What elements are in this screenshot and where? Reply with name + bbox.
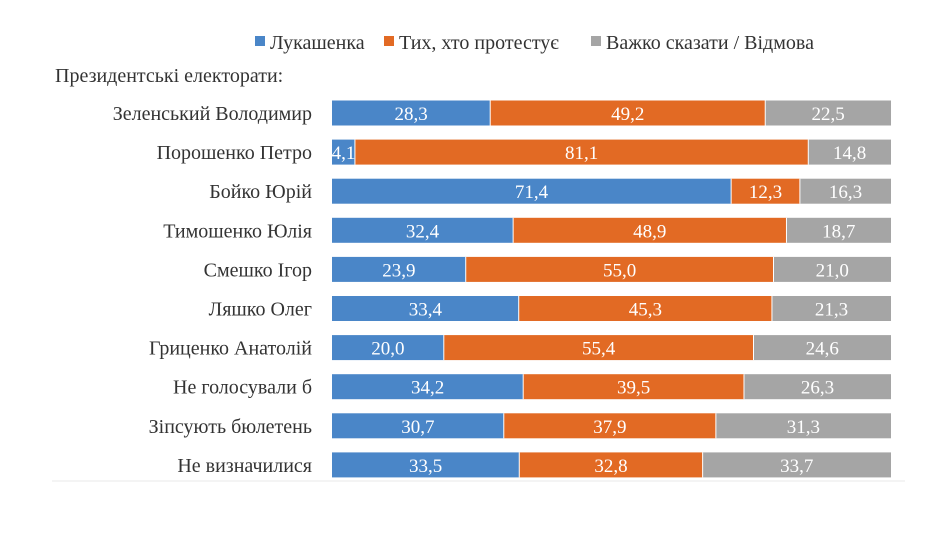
category-label: Зеленський Володимир — [113, 103, 312, 125]
data-label-undecided: 26,3 — [801, 378, 834, 399]
data-label-undecided: 14,8 — [833, 143, 866, 164]
data-label-lukashenko: 34,2 — [411, 378, 444, 399]
bar-segment-lukashenko — [332, 178, 732, 204]
data-label-undecided: 22,5 — [811, 104, 844, 125]
bar-segment-lukashenko — [332, 139, 355, 165]
category-label: Гриценко Анатолій — [149, 338, 312, 360]
data-label-undecided: 21,0 — [816, 260, 849, 281]
data-label-undecided: 16,3 — [829, 182, 862, 203]
category-label: Не визначилися — [177, 455, 312, 477]
data-label-protesters: 55,0 — [603, 260, 636, 281]
bar-segment-undecided — [773, 256, 891, 282]
data-label-protesters: 45,3 — [629, 300, 662, 321]
bar-segment-protesters — [465, 256, 774, 282]
bar-segment-undecided — [799, 178, 891, 204]
data-label-protesters: 39,5 — [617, 378, 650, 399]
bar-segment-undecided — [786, 217, 891, 243]
data-label-protesters: 48,9 — [633, 221, 666, 242]
bar-segment-protesters — [443, 335, 754, 361]
category-label: Тимошенко Юлія — [163, 220, 312, 242]
legend-swatch-2 — [384, 36, 394, 46]
bar-segment-undecided — [743, 374, 891, 400]
data-label-undecided: 21,3 — [815, 300, 848, 321]
bar-segment-protesters — [523, 374, 744, 400]
bar-segment-lukashenko — [332, 374, 524, 400]
data-label-undecided: 33,7 — [780, 456, 813, 477]
data-label-protesters: 37,9 — [593, 417, 626, 438]
data-label-lukashenko: 28,3 — [394, 104, 427, 125]
bar-segment-lukashenko — [332, 335, 444, 361]
data-label-lukashenko: 23,9 — [382, 260, 415, 281]
category-labels: Зеленський Володимир Порошенко Петро Бойко… — [113, 103, 313, 477]
bar-segments — [332, 100, 892, 478]
data-label-undecided: 24,6 — [806, 339, 839, 360]
data-label-lukashenko: 30,7 — [401, 417, 434, 438]
data-label-protesters: 55,4 — [582, 339, 616, 360]
bar-segment-undecided — [753, 335, 891, 361]
legend-label-1: Лукашенка — [270, 32, 365, 54]
chart-legend: Лукашенка Тих, хто протестує Важко сказати… — [255, 32, 814, 54]
bar-segment-protesters — [731, 178, 800, 204]
data-label-undecided: 18,7 — [822, 221, 855, 242]
bar-segment-undecided — [715, 413, 891, 439]
bar-segment-undecided — [702, 452, 891, 478]
bar-segment-lukashenko — [332, 296, 519, 321]
data-label-lukashenko: 4,1 — [332, 143, 356, 164]
category-label: Бойко Юрій — [209, 181, 312, 203]
bar-segment-protesters — [513, 217, 787, 243]
bar-segment-protesters — [519, 452, 703, 478]
bar-segment-lukashenko — [332, 413, 504, 439]
category-label: Не голосували б — [173, 377, 312, 399]
bar-segment-protesters — [490, 100, 766, 126]
category-label: Порошенко Петро — [157, 142, 312, 164]
data-label-lukashenko: 71,4 — [515, 182, 549, 203]
bar-segment-protesters — [354, 139, 809, 165]
bar-segment-lukashenko — [332, 217, 514, 243]
data-label-lukashenko: 20,0 — [371, 339, 404, 360]
category-label: Ляшко Олег — [209, 299, 312, 321]
bar-segment-lukashenko — [332, 452, 520, 478]
legend-swatch-3 — [591, 36, 601, 46]
data-label-protesters: 49,2 — [611, 104, 644, 125]
bar-segment-undecided — [771, 296, 891, 321]
legend-label-2: Тих, хто протестує — [399, 32, 559, 54]
data-label-protesters: 12,3 — [749, 182, 782, 203]
bar-segment-protesters — [518, 296, 772, 321]
bar-segment-lukashenko — [332, 256, 466, 282]
data-label-protesters: 32,8 — [594, 456, 627, 477]
category-label: Смешко Ігор — [204, 259, 312, 281]
data-label-lukashenko: 33,4 — [409, 300, 443, 321]
data-labels: 28,3 49,2 22,5 4,1 81,1 14,8 71,4 12,3 16,3 32,4 4… — [332, 104, 867, 477]
data-label-undecided: 31,3 — [787, 417, 820, 438]
data-label-lukashenko: 33,5 — [409, 456, 442, 477]
bar-segment-protesters — [503, 413, 716, 439]
bar-segment-lukashenko — [332, 100, 491, 126]
data-label-protesters: 81,1 — [565, 143, 598, 164]
legend-label-3: Важко сказати / Відмова — [606, 32, 814, 54]
category-label: Зіпсують бюлетень — [149, 416, 312, 438]
bar-segment-undecided — [765, 100, 892, 126]
chart-subtitle: Президентські електорати: — [55, 65, 283, 87]
legend-swatch-1 — [255, 36, 265, 46]
bar-segment-undecided — [808, 139, 891, 165]
data-label-lukashenko: 32,4 — [406, 221, 440, 242]
